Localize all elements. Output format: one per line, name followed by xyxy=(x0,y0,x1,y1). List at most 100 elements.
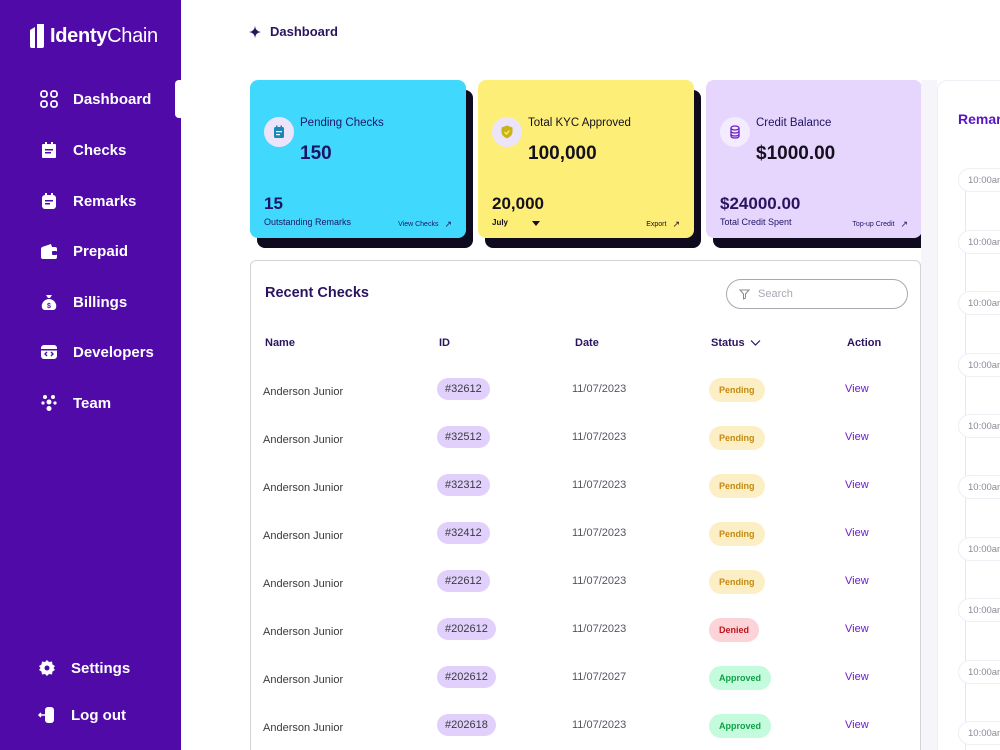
cell-date: 11/07/2023 xyxy=(572,623,627,635)
sidebar-item-logout[interactable]: Log out xyxy=(36,704,126,726)
sidebar-item-dashboard[interactable]: Dashboard xyxy=(38,88,151,110)
status-badge: Pending xyxy=(709,474,765,498)
card-body: Pending Checks 150 15 Outstanding Remark… xyxy=(250,80,466,238)
timeline-time: 10:00am xyxy=(958,537,1000,561)
view-link[interactable]: View xyxy=(845,383,869,395)
sidebar-item-label: Remarks xyxy=(73,192,137,210)
clipboard-icon xyxy=(274,125,284,138)
external-arrow-icon: ↗ xyxy=(900,219,908,229)
cell-name: Anderson Junior xyxy=(263,434,344,446)
active-indicator xyxy=(175,80,181,118)
sidebar-item-label: Developers xyxy=(73,343,154,361)
view-link[interactable]: View xyxy=(845,527,869,539)
card-icon-badge xyxy=(264,117,294,147)
sidebar-item-settings[interactable]: Settings xyxy=(36,657,130,679)
card-sub-value: 15 xyxy=(264,194,283,213)
grid-icon xyxy=(38,88,60,110)
status-badge: Approved xyxy=(709,714,772,738)
breadcrumb: Dashboard xyxy=(249,24,338,39)
status-badge: Pending xyxy=(709,378,765,402)
sidebar-item-prepaid[interactable]: Prepaid xyxy=(38,240,128,262)
shield-check-icon xyxy=(501,125,513,139)
sidebar-item-remarks[interactable]: Remarks xyxy=(38,190,136,212)
status-badge: Pending xyxy=(709,426,765,450)
sidebar-item-team[interactable]: Team xyxy=(38,392,111,414)
view-link[interactable]: View xyxy=(845,479,869,491)
timeline-time: 10:00am xyxy=(958,168,1000,192)
card-icon-badge xyxy=(492,117,522,147)
cell-date: 11/07/2023 xyxy=(572,527,627,539)
chevron-down-icon xyxy=(750,340,761,346)
card-sub-label: Outstanding Remarks xyxy=(264,217,352,227)
view-link[interactable]: View xyxy=(845,671,869,683)
wallet-icon xyxy=(38,240,60,262)
link-label: Export xyxy=(646,221,667,228)
table-row: Anderson Junior #202618 11/07/2023 Appro… xyxy=(251,714,920,744)
status-badge: Denied xyxy=(709,618,760,642)
timeline-time: 10:00am xyxy=(958,721,1000,745)
panel-title: Recent Checks xyxy=(265,285,369,301)
note-icon xyxy=(38,190,60,212)
column-header-date[interactable]: Date xyxy=(575,337,599,349)
column-header-name[interactable]: Name xyxy=(265,337,295,349)
cell-id: #22612 xyxy=(437,570,490,592)
cell-id: #202618 xyxy=(437,714,496,736)
team-icon xyxy=(38,392,60,414)
timeline-time: 10:00am xyxy=(958,660,1000,684)
column-header-action[interactable]: Action xyxy=(847,337,882,349)
sidebar-item-label: Billings xyxy=(73,293,128,311)
table-row: Anderson Junior #32312 11/07/2023 Pendin… xyxy=(251,474,920,504)
money-bag-icon: $ xyxy=(38,291,60,313)
view-link[interactable]: View xyxy=(845,431,869,443)
cell-name: Anderson Junior xyxy=(263,386,344,398)
link-label: Top-up Credit xyxy=(852,221,895,228)
recent-checks-panel: Recent Checks Name ID Date Status Action… xyxy=(250,260,921,750)
column-header-status[interactable]: Status xyxy=(711,337,761,349)
search-input[interactable] xyxy=(758,288,888,300)
cell-date: 11/07/2023 xyxy=(572,479,627,491)
caret-down-icon[interactable] xyxy=(532,221,540,226)
sidebar-item-label: Log out xyxy=(71,706,126,724)
cell-id: #32512 xyxy=(437,426,490,448)
cell-name: Anderson Junior xyxy=(263,482,344,494)
view-link[interactable]: View xyxy=(845,575,869,587)
cell-name: Anderson Junior xyxy=(263,722,344,734)
stat-card-kyc-approved: Total KYC Approved 100,000 20,000 July E… xyxy=(478,80,701,248)
code-window-icon xyxy=(38,341,60,363)
stat-card-pending-checks: Pending Checks 150 15 Outstanding Remark… xyxy=(250,80,473,248)
page-title: Dashboard xyxy=(270,24,338,39)
cell-name: Anderson Junior xyxy=(263,578,344,590)
sidebar-item-checks[interactable]: Checks xyxy=(38,139,126,161)
card-sub-value: $24000.00 xyxy=(720,194,801,213)
view-link[interactable]: View xyxy=(845,719,869,731)
timeline-time: 10:00am xyxy=(958,230,1000,254)
column-header-label: Status xyxy=(711,337,745,349)
remarks-panel: Remarks 10:00am 10:00am 10:00am 10:00am … xyxy=(937,80,1000,750)
sidebar-item-developers[interactable]: Developers xyxy=(38,341,154,363)
month-select[interactable]: July xyxy=(492,218,509,227)
card-title: Credit Balance xyxy=(756,117,832,129)
top-up-credit-link[interactable]: Top-up Credit ↗ xyxy=(852,219,908,230)
column-header-id[interactable]: ID xyxy=(439,337,450,349)
card-body: Credit Balance $1000.00 $24000.00 Total … xyxy=(706,80,922,238)
timeline-time: 10:00am xyxy=(958,598,1000,622)
view-link[interactable]: View xyxy=(845,623,869,635)
logo-icon xyxy=(30,24,44,48)
table-row: Anderson Junior #22612 11/07/2023 Pendin… xyxy=(251,570,920,600)
cell-name: Anderson Junior xyxy=(263,530,344,542)
timeline-time: 10:00am xyxy=(958,291,1000,315)
sidebar: Identy Chain Dashboard Checks Remarks Pre… xyxy=(0,0,181,750)
clipboard-icon xyxy=(38,139,60,161)
link-label: View Checks xyxy=(398,221,439,228)
search-box[interactable] xyxy=(726,279,908,309)
cell-id: #32412 xyxy=(437,522,490,544)
view-checks-link[interactable]: View Checks ↗ xyxy=(398,219,452,230)
cell-date: 11/07/2027 xyxy=(572,671,627,683)
logo[interactable]: Identy Chain xyxy=(30,24,158,48)
status-badge: Approved xyxy=(709,666,772,690)
table-row: Anderson Junior #32612 11/07/2023 Pendin… xyxy=(251,378,920,408)
sidebar-item-billings[interactable]: $ Billings xyxy=(38,291,127,313)
table-row: Anderson Junior #32512 11/07/2023 Pendin… xyxy=(251,426,920,456)
svg-text:$: $ xyxy=(47,303,51,310)
export-link[interactable]: Export ↗ xyxy=(646,219,680,230)
